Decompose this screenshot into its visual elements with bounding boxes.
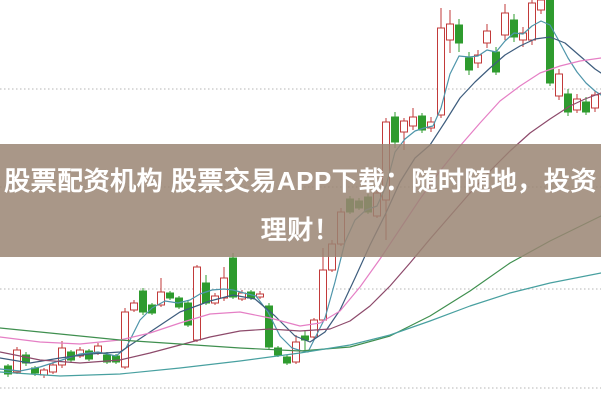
candle-up [555, 69, 563, 100]
candle-down [582, 97, 590, 115]
candle-down [22, 352, 30, 366]
candle-down [510, 14, 518, 42]
promo-text-line1: 股票配资机构 股票交易APP下载：随时随地，投资 [4, 166, 597, 196]
candle-up [427, 117, 435, 132]
candle-up [76, 347, 84, 358]
candle-up [483, 24, 491, 48]
candle-down [283, 355, 291, 365]
promo-banner: 股票配资机构 股票交易APP下载：随时随地，投资 理财！ [0, 144, 601, 257]
candle-up [157, 278, 165, 307]
candle-up [58, 341, 66, 368]
candle-down [229, 253, 237, 299]
candle-up [256, 291, 264, 299]
candle-up [528, 0, 536, 45]
candle-down [418, 113, 426, 133]
candle-down [546, 0, 554, 86]
candle-down [139, 288, 147, 315]
candle-down [166, 291, 174, 300]
candle-up [437, 8, 445, 118]
ma-pink [0, 57, 601, 345]
promo-text-line2: 理财！ [260, 215, 341, 245]
candle-up [446, 10, 454, 53]
ma-green [0, 215, 601, 352]
candle-down [455, 19, 463, 52]
candle-up [501, 4, 509, 40]
candle-up [409, 108, 417, 130]
candle-down [148, 303, 156, 315]
candle-down [564, 89, 572, 116]
ma-maroon [0, 92, 601, 364]
candle-up [130, 300, 138, 312]
candle-down [184, 300, 192, 327]
candle-up [310, 318, 318, 339]
candle-up [519, 27, 527, 47]
candle-up [537, 0, 545, 14]
candle-up [220, 267, 228, 301]
candle-up [193, 265, 201, 342]
ma-cyan [0, 272, 601, 377]
candle-up [474, 50, 482, 68]
